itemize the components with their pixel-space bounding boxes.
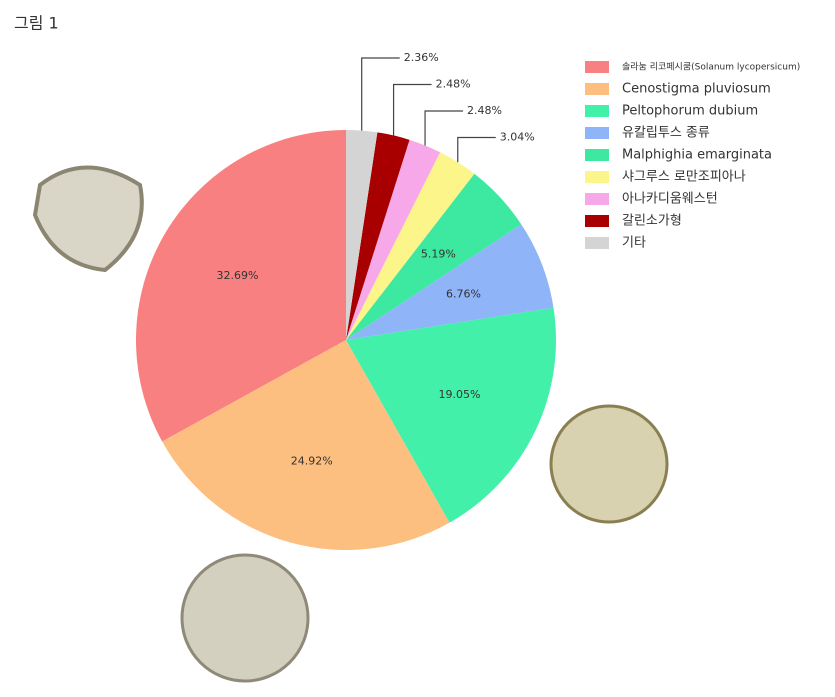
legend-swatch bbox=[585, 105, 609, 117]
legend-swatch bbox=[585, 171, 609, 183]
legend-swatch bbox=[585, 149, 609, 161]
pie-slice bbox=[346, 152, 475, 340]
legend-label: 솔라눔 리코페시쿰(Solanum lycopersicum) bbox=[622, 62, 800, 73]
data-label: 2.36% bbox=[404, 51, 439, 64]
pie-slice bbox=[346, 307, 556, 523]
legend-swatch bbox=[585, 193, 609, 205]
legend-swatch bbox=[585, 83, 609, 95]
leader-line bbox=[361, 57, 400, 131]
pie-slice bbox=[346, 224, 554, 340]
data-label: 6.76% bbox=[446, 288, 481, 301]
pollen-images bbox=[32, 165, 669, 683]
legend-swatch bbox=[585, 127, 609, 139]
pie-slice bbox=[346, 130, 378, 340]
legend-label: 유칼립투스 종류 bbox=[622, 126, 710, 141]
legend-label: 기타 bbox=[622, 236, 646, 251]
leader-line bbox=[424, 110, 464, 146]
legend-swatch bbox=[585, 237, 609, 249]
legend-swatch bbox=[585, 61, 609, 73]
leader-line bbox=[457, 136, 496, 163]
pollen-image bbox=[32, 165, 144, 273]
pie-slice bbox=[162, 340, 450, 550]
pollen-image bbox=[180, 553, 310, 683]
pie-slice bbox=[346, 132, 410, 340]
data-label: 24.92% bbox=[291, 454, 333, 467]
data-label: 19.05% bbox=[438, 388, 480, 401]
pie-slice bbox=[135, 130, 346, 442]
pie-slice bbox=[346, 173, 522, 340]
legend-label: 아나카디움웨스턴 bbox=[622, 192, 718, 207]
chart-title: 그림 1 bbox=[14, 14, 59, 33]
legend-label: Malphighia emarginata bbox=[622, 148, 772, 163]
pie-slice bbox=[346, 139, 441, 340]
data-label: 2.48% bbox=[467, 104, 502, 117]
data-label: 2.48% bbox=[436, 78, 471, 91]
leader-line bbox=[392, 83, 432, 136]
legend-label: 갈린소가형 bbox=[622, 214, 682, 229]
pollen-image bbox=[549, 404, 669, 524]
legend-label: 샤그루스 로만조피아나 bbox=[622, 170, 746, 185]
legend-label: Cenostigma pluviosum bbox=[622, 82, 771, 97]
data-label: 3.04% bbox=[500, 131, 535, 144]
legend-swatch bbox=[585, 215, 609, 227]
data-label: 5.19% bbox=[421, 247, 456, 260]
data-label: 32.69% bbox=[217, 269, 259, 282]
legend-label: Peltophorum dubium bbox=[622, 104, 758, 119]
